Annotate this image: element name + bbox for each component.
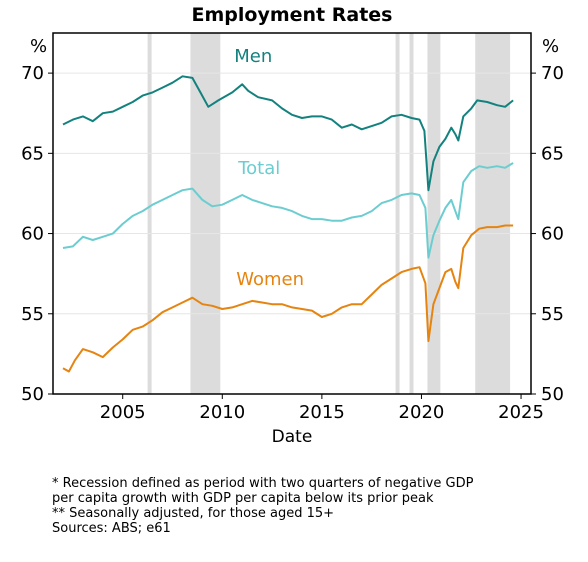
recession-band-5 (475, 33, 511, 394)
y-tick-label-left-60: 60 (21, 224, 44, 245)
series-line-men (62, 75, 514, 192)
gridlines (53, 72, 531, 315)
series-line-women (62, 224, 514, 373)
x-axis-label: Date (272, 427, 313, 447)
chart-title: Employment Rates (192, 4, 393, 26)
y-tick-label-left-50: 50 (21, 384, 44, 405)
series-label-total: Total (237, 158, 280, 179)
recession-band-0 (147, 33, 152, 394)
series-labels: Men Total Women (234, 46, 304, 290)
x-tick-label-2025: 2025 (498, 402, 544, 423)
y-axis-unit-left: % (30, 36, 47, 57)
x-tick-label-2020: 2020 (399, 402, 445, 423)
recession-shading (147, 33, 511, 394)
x-tick-label-2005: 2005 (100, 402, 146, 423)
series-lines (62, 75, 514, 373)
sources-note: Sources: ABS; e61 (52, 521, 171, 536)
x-tick-label-2010: 2010 (199, 402, 245, 423)
recession-footnote: * Recession defined as period with two q… (52, 476, 474, 506)
y-tick-label-right-65: 65 (541, 143, 564, 164)
y-axis-ticks: 50 50 55 55 60 60 65 65 70 70 (21, 63, 564, 405)
adjustment-footnote: ** Seasonally adjusted, for those aged 1… (52, 506, 335, 521)
x-tick-label-2015: 2015 (299, 402, 345, 423)
x-axis-ticks: 2005 2010 2015 2020 2025 (100, 394, 544, 423)
recession-band-4 (427, 33, 441, 394)
y-tick-label-right-70: 70 (541, 63, 564, 84)
y-tick-label-right-55: 55 (541, 304, 564, 325)
series-label-men: Men (234, 46, 272, 67)
series-line-total (62, 162, 514, 259)
y-tick-label-left-55: 55 (21, 304, 44, 325)
series-label-women: Women (236, 269, 304, 290)
plot-frame (52, 32, 532, 395)
y-tick-label-right-60: 60 (541, 224, 564, 245)
recession-band-3 (409, 33, 414, 394)
y-tick-label-right-50: 50 (541, 384, 564, 405)
recession-band-1 (190, 33, 221, 394)
y-tick-label-left-70: 70 (21, 63, 44, 84)
recession-band-2 (395, 33, 400, 394)
y-tick-label-left-65: 65 (21, 143, 44, 164)
chart-notes: * Recession defined as period with two q… (52, 476, 492, 536)
y-axis-unit-right: % (542, 36, 559, 57)
